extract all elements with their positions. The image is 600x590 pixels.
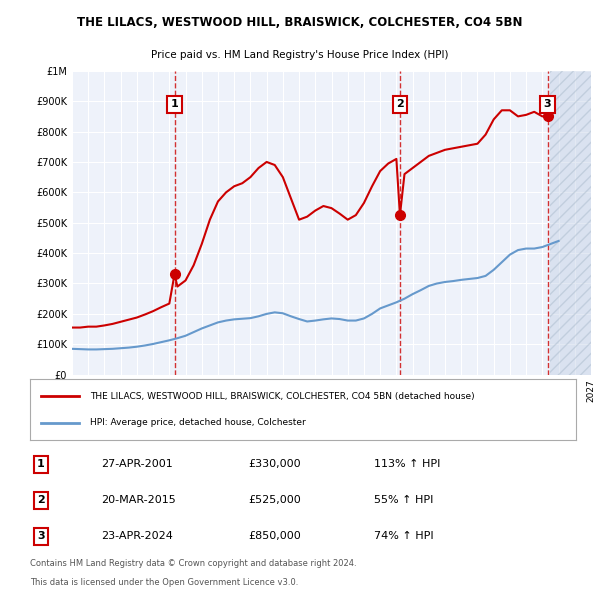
Text: £525,000: £525,000	[248, 496, 301, 506]
Text: 55% ↑ HPI: 55% ↑ HPI	[374, 496, 433, 506]
Text: 1: 1	[170, 99, 178, 109]
Text: 2: 2	[396, 99, 404, 109]
Text: This data is licensed under the Open Government Licence v3.0.: This data is licensed under the Open Gov…	[30, 578, 298, 588]
Text: £330,000: £330,000	[248, 460, 301, 469]
Text: 74% ↑ HPI: 74% ↑ HPI	[374, 532, 434, 542]
Text: 113% ↑ HPI: 113% ↑ HPI	[374, 460, 440, 469]
Text: 3: 3	[37, 532, 45, 542]
Text: 1: 1	[37, 460, 45, 469]
Bar	[550, 71, 591, 375]
Text: HPI: Average price, detached house, Colchester: HPI: Average price, detached house, Colc…	[90, 418, 306, 427]
Text: THE LILACS, WESTWOOD HILL, BRAISWICK, COLCHESTER, CO4 5BN: THE LILACS, WESTWOOD HILL, BRAISWICK, CO…	[77, 15, 523, 28]
Text: 2: 2	[37, 496, 45, 506]
Text: 23-APR-2024: 23-APR-2024	[101, 532, 173, 542]
Text: THE LILACS, WESTWOOD HILL, BRAISWICK, COLCHESTER, CO4 5BN (detached house): THE LILACS, WESTWOOD HILL, BRAISWICK, CO…	[90, 392, 475, 401]
Text: 3: 3	[544, 99, 551, 109]
Text: £850,000: £850,000	[248, 532, 301, 542]
Text: 27-APR-2001: 27-APR-2001	[101, 460, 173, 469]
Text: 20-MAR-2015: 20-MAR-2015	[101, 496, 176, 506]
Text: Contains HM Land Registry data © Crown copyright and database right 2024.: Contains HM Land Registry data © Crown c…	[30, 559, 356, 568]
Text: Price paid vs. HM Land Registry's House Price Index (HPI): Price paid vs. HM Land Registry's House …	[151, 50, 449, 60]
